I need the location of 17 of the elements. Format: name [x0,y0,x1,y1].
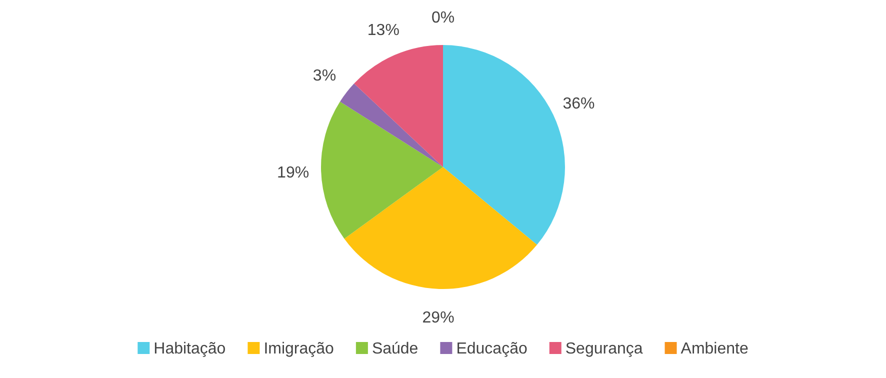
data-label: 19% [277,164,310,182]
legend-label: Ambiente [680,340,748,358]
data-label: 3% [312,68,336,85]
legend-label: Segurança [565,340,643,358]
data-label: 36% [562,96,595,113]
legend-label: Habitação [154,340,226,358]
data-label: 13% [367,22,400,39]
pie-slice [321,102,443,239]
pie-slice [354,45,443,167]
pie-slice [340,83,443,167]
data-label: 29% [422,310,454,327]
pie-slice [344,167,538,289]
pie-slice [443,45,565,245]
text: 0% [431,10,455,27]
legend-label: Saúde [372,340,418,358]
legend-label: Imigração [264,340,334,358]
legend-label: Educação [456,340,528,358]
